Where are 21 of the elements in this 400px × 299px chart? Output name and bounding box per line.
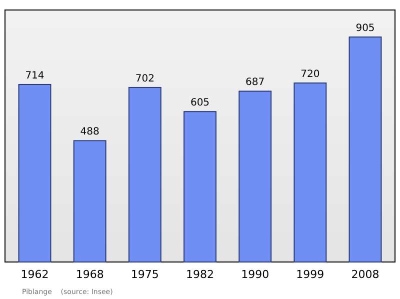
bar bbox=[18, 84, 52, 262]
data-label: 720 bbox=[300, 68, 320, 80]
bar bbox=[238, 90, 272, 262]
x-tick-label: 1990 bbox=[241, 268, 270, 281]
x-tick-label: 1968 bbox=[76, 268, 104, 281]
data-label: 714 bbox=[25, 70, 44, 82]
x-tick-label: 1982 bbox=[186, 268, 214, 281]
data-label: 605 bbox=[190, 98, 210, 109]
x-tick-label: 2008 bbox=[351, 268, 380, 281]
bar bbox=[128, 86, 162, 262]
bar bbox=[184, 111, 216, 262]
x-tick-label: 1962 bbox=[20, 268, 49, 281]
x-tick-label: 1999 bbox=[296, 268, 324, 281]
bar bbox=[73, 140, 106, 262]
bar bbox=[348, 36, 382, 262]
data-label: 488 bbox=[80, 126, 100, 138]
data-label: 702 bbox=[135, 73, 154, 84]
x-tick-label: 1975 bbox=[130, 268, 159, 281]
data-label: 687 bbox=[246, 77, 265, 88]
bar bbox=[294, 82, 327, 262]
data-label: 905 bbox=[356, 23, 375, 34]
